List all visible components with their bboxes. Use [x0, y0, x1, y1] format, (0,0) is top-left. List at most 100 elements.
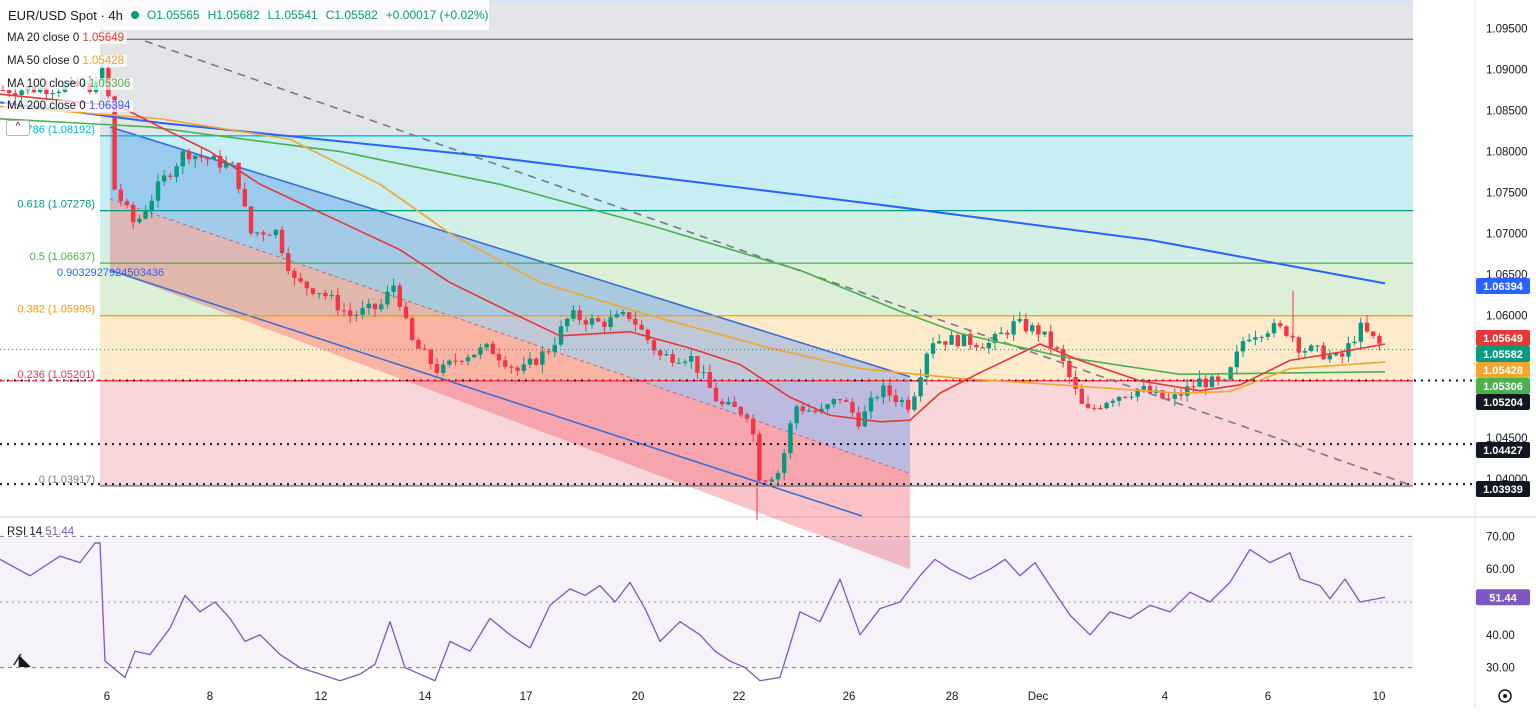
candle — [1079, 383, 1084, 405]
candle — [1315, 344, 1320, 353]
candle-body — [937, 341, 942, 344]
candle — [261, 229, 266, 242]
candle — [658, 348, 663, 361]
candle — [893, 388, 898, 407]
candle — [627, 311, 632, 322]
candle-body — [875, 397, 880, 399]
candle-body — [1284, 326, 1289, 336]
candle — [273, 229, 278, 239]
candle — [850, 398, 855, 418]
rsi-line — [0, 542, 1386, 682]
candle-body — [1079, 388, 1084, 404]
candle-body — [354, 314, 359, 316]
candle-body — [503, 360, 508, 367]
rsi-tick-0: 70.00 — [1486, 531, 1515, 543]
ma200-legend[interactable]: MA 200 close 0 1.06394 — [4, 100, 134, 112]
candle — [1240, 336, 1246, 357]
candle — [521, 356, 526, 374]
candle — [490, 340, 495, 355]
candle — [955, 333, 960, 349]
candle-body — [1197, 378, 1202, 387]
price-tick-7: 1.06000 — [1486, 310, 1528, 322]
collapse-legend-button[interactable]: ^ — [6, 120, 30, 136]
price-badge-bg-0 — [1476, 278, 1530, 294]
candle-body — [131, 205, 136, 223]
candle-body — [410, 318, 415, 340]
candle-body — [1315, 345, 1320, 347]
candle-body — [317, 293, 322, 295]
candle — [162, 170, 167, 186]
candle — [19, 88, 24, 102]
candle — [1166, 393, 1171, 401]
candle — [1309, 343, 1314, 353]
candle-body — [583, 320, 588, 325]
candle — [775, 470, 781, 487]
rsi-badge: 51.44 — [1489, 592, 1517, 604]
candle — [1216, 374, 1221, 386]
candle — [726, 396, 731, 406]
candle-body — [1358, 322, 1363, 342]
candle-body — [552, 344, 557, 353]
candle — [472, 354, 477, 358]
candle — [763, 479, 768, 485]
candle-body — [682, 361, 688, 363]
time-label-6: 22 — [733, 691, 746, 703]
candle-body — [1259, 336, 1264, 338]
channel-upper-line — [109, 126, 911, 378]
price-badge-bg-4 — [1476, 378, 1530, 394]
ma100-legend[interactable]: MA 100 close 0 1.05306 — [4, 78, 134, 90]
symbol-title[interactable]: EUR/USD Spot · 4h — [8, 7, 123, 23]
settings-gear-icon[interactable] — [1498, 689, 1512, 703]
candle — [620, 309, 626, 317]
time-label-3: 14 — [419, 691, 432, 703]
candle-body — [1178, 394, 1184, 396]
candle — [949, 329, 954, 345]
candle — [1364, 315, 1370, 334]
candle-body — [292, 270, 297, 278]
candle-body — [540, 351, 545, 365]
candle — [651, 338, 657, 355]
candle-body — [1340, 353, 1345, 357]
candle-body — [1203, 378, 1208, 388]
ma100-value: 1.05306 — [88, 78, 131, 90]
price-tick-1: 1.09000 — [1486, 65, 1528, 77]
candle — [1203, 373, 1208, 396]
candle-body — [1054, 347, 1060, 350]
candle — [881, 379, 886, 405]
candle — [217, 149, 223, 174]
candle — [831, 398, 836, 408]
candle — [571, 305, 576, 322]
candle — [732, 396, 737, 408]
candle-body — [428, 349, 433, 365]
candle-body — [1209, 376, 1215, 388]
time-label-7: 26 — [843, 691, 856, 703]
candle — [589, 313, 595, 329]
candle-body — [385, 291, 390, 305]
candle-body — [664, 354, 669, 356]
candle-body — [825, 404, 830, 409]
ohlc-open: O1.05565 — [146, 8, 200, 22]
price-badge-bg-6 — [1476, 442, 1530, 458]
candle-body — [124, 201, 130, 206]
rsi-legend[interactable]: RSI 14 51.44 — [4, 526, 77, 538]
ma20-legend[interactable]: MA 20 close 0 1.05649 — [4, 32, 128, 44]
tradingview-logo-icon: ⁄◣ — [13, 652, 32, 669]
candle-body — [453, 360, 458, 362]
candle — [1321, 342, 1326, 361]
candle — [168, 172, 173, 180]
ma200-line — [0, 101, 1386, 285]
candle-body — [999, 332, 1004, 335]
candle-body — [267, 234, 272, 236]
ma50-legend[interactable]: MA 50 close 0 1.05428 — [4, 55, 128, 67]
candle-body — [769, 479, 774, 482]
candle — [199, 148, 204, 163]
candle-body — [1067, 360, 1072, 378]
candle — [980, 343, 985, 349]
candle-body — [416, 339, 421, 349]
time-label-4: 17 — [520, 691, 533, 703]
candle — [1129, 391, 1134, 401]
candle-body — [112, 96, 117, 190]
candle-body — [980, 347, 985, 349]
candle-body — [515, 367, 520, 371]
